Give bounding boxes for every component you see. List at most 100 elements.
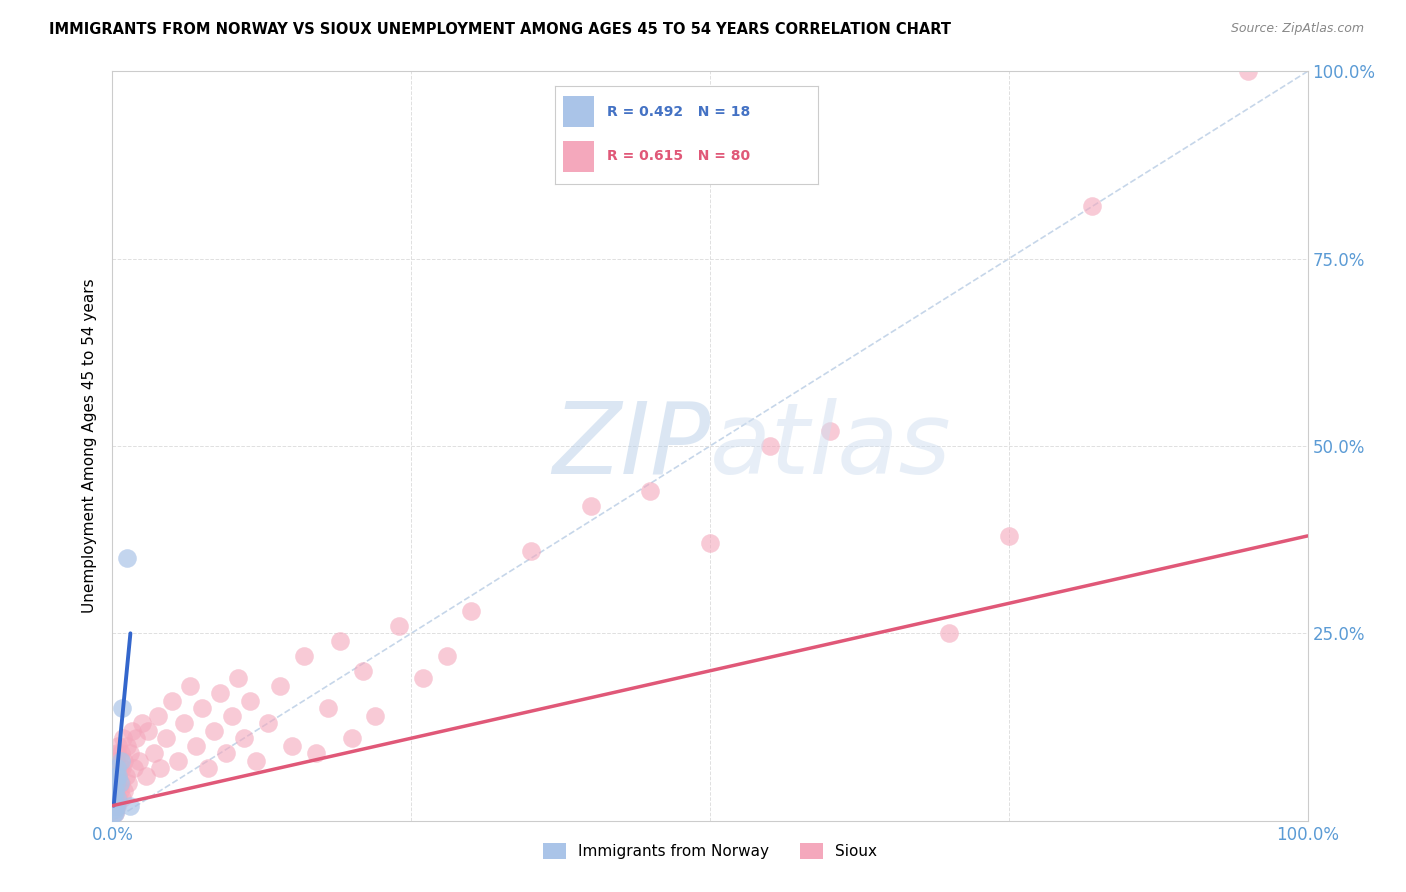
- Point: [699, 536, 721, 550]
- Point: [105, 769, 128, 783]
- Point: [138, 723, 160, 738]
- Point: [143, 746, 166, 760]
- Point: [105, 791, 128, 805]
- Point: [257, 716, 280, 731]
- Point: [115, 739, 138, 753]
- Point: [110, 754, 132, 768]
- Point: [120, 746, 142, 760]
- Point: [149, 761, 172, 775]
- Point: [107, 791, 129, 805]
- Point: [108, 761, 131, 775]
- Point: [155, 731, 177, 746]
- Point: [197, 761, 219, 775]
- Point: [173, 716, 195, 731]
- Point: [388, 619, 411, 633]
- Text: ZIP: ZIP: [551, 398, 710, 494]
- Point: [120, 798, 142, 813]
- Legend: Immigrants from Norway, Sioux: Immigrants from Norway, Sioux: [537, 838, 883, 865]
- Point: [436, 648, 458, 663]
- Point: [179, 679, 201, 693]
- Point: [105, 798, 128, 813]
- Point: [215, 746, 238, 760]
- Point: [103, 798, 125, 813]
- Point: [114, 783, 135, 797]
- Point: [520, 544, 543, 558]
- Point: [292, 648, 315, 663]
- Point: [233, 731, 256, 746]
- Point: [103, 769, 125, 783]
- Point: [364, 708, 387, 723]
- Point: [122, 761, 145, 775]
- Point: [115, 551, 138, 566]
- Point: [111, 701, 134, 715]
- Point: [316, 701, 339, 715]
- Point: [107, 769, 129, 783]
- Point: [104, 761, 127, 775]
- Point: [938, 626, 960, 640]
- Point: [226, 671, 249, 685]
- Point: [186, 739, 208, 753]
- Point: [281, 739, 304, 753]
- Point: [239, 694, 262, 708]
- Point: [121, 723, 143, 738]
- Point: [105, 776, 128, 790]
- Point: [104, 783, 127, 797]
- Point: [105, 746, 128, 760]
- Point: [131, 716, 153, 731]
- Point: [125, 731, 148, 746]
- Point: [329, 633, 352, 648]
- Point: [104, 802, 127, 816]
- Point: [135, 769, 157, 783]
- Point: [128, 754, 150, 768]
- Point: [107, 769, 129, 783]
- Point: [103, 783, 125, 797]
- Point: [460, 604, 482, 618]
- Point: [105, 754, 128, 768]
- Point: [114, 769, 136, 783]
- Point: [105, 761, 128, 775]
- Point: [111, 791, 134, 805]
- Point: [340, 731, 363, 746]
- Point: [110, 746, 132, 760]
- Point: [114, 754, 135, 768]
- Point: [105, 798, 128, 813]
- Text: IMMIGRANTS FROM NORWAY VS SIOUX UNEMPLOYMENT AMONG AGES 45 TO 54 YEARS CORRELATI: IMMIGRANTS FROM NORWAY VS SIOUX UNEMPLOY…: [49, 22, 952, 37]
- Point: [759, 439, 782, 453]
- Point: [221, 708, 243, 723]
- Point: [202, 723, 225, 738]
- Point: [245, 754, 267, 768]
- Point: [110, 776, 132, 790]
- Point: [112, 731, 135, 746]
- Y-axis label: Unemployment Among Ages 45 to 54 years: Unemployment Among Ages 45 to 54 years: [82, 278, 97, 614]
- Point: [104, 798, 127, 813]
- Point: [1081, 199, 1104, 213]
- Point: [103, 806, 125, 821]
- Point: [111, 761, 134, 775]
- Point: [191, 701, 214, 715]
- Point: [167, 754, 190, 768]
- Point: [579, 499, 602, 513]
- Point: [162, 694, 183, 708]
- Point: [412, 671, 434, 685]
- Point: [104, 806, 127, 821]
- Point: [146, 708, 169, 723]
- Point: [103, 798, 125, 813]
- Point: [305, 746, 328, 760]
- Point: [1237, 64, 1260, 78]
- Point: [640, 483, 662, 498]
- Point: [998, 529, 1021, 543]
- Text: Source: ZipAtlas.com: Source: ZipAtlas.com: [1230, 22, 1364, 36]
- Point: [105, 783, 128, 797]
- Point: [107, 739, 129, 753]
- Point: [104, 791, 127, 805]
- Point: [108, 783, 131, 797]
- Point: [818, 424, 841, 438]
- Point: [104, 776, 127, 790]
- Point: [108, 776, 131, 790]
- Point: [105, 769, 128, 783]
- Point: [352, 664, 374, 678]
- Point: [103, 791, 125, 805]
- Point: [104, 806, 127, 821]
- Point: [209, 686, 232, 700]
- Point: [105, 776, 128, 790]
